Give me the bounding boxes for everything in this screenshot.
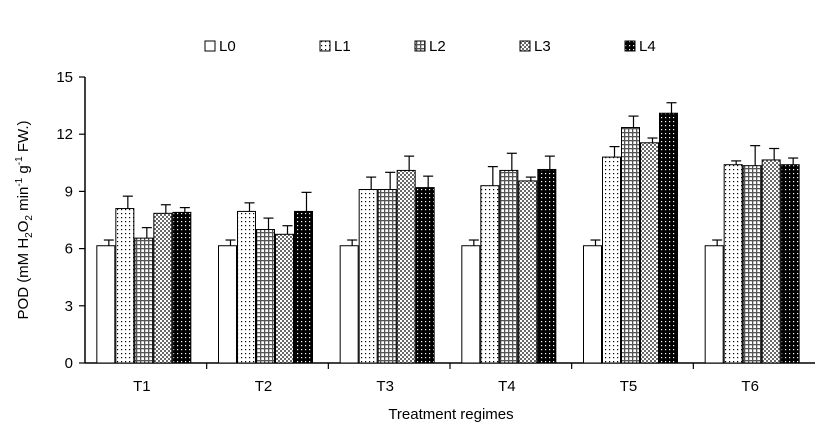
bar-L1-T6	[723, 164, 743, 364]
bar-L0-T6	[704, 245, 724, 364]
x-axis-title: Treatment regimes	[388, 406, 513, 423]
y-tick-label: 12	[56, 126, 73, 143]
bars	[96, 102, 800, 364]
bar-L1-T2	[237, 210, 256, 364]
bar-L2-T4	[499, 169, 519, 364]
bar-L0-T1	[96, 245, 116, 364]
bar-L4-T6	[780, 164, 800, 364]
bar-L4-T5	[659, 112, 678, 364]
bar-L3-T6	[761, 159, 781, 364]
bar-L4-T3	[415, 187, 435, 364]
legend-label-L0: L0	[219, 38, 236, 55]
legend: L0 L1 L2 L3 L4	[204, 38, 656, 55]
bar-L3-T2	[275, 233, 294, 364]
y-tick-label: 3	[65, 298, 73, 315]
bar-L1-T5	[602, 156, 621, 364]
bar-L4-T1	[172, 211, 192, 364]
y-axis-title: POD (mM H2O2 min-1 g-1 FW.)	[14, 121, 35, 320]
x-tick-label: T1	[133, 378, 151, 395]
y-axis-title-part: 2	[24, 232, 35, 238]
y-tick-label: 15	[56, 69, 73, 86]
bar-L3-T4	[518, 180, 538, 364]
x-tick-label: T2	[255, 378, 273, 395]
legend-label-L4: L4	[639, 38, 656, 55]
x-tick-label: T4	[498, 378, 516, 395]
y-axis-title-part: FW.)	[15, 121, 32, 157]
bar-L4-T2	[294, 210, 313, 364]
y-axis-title-part: -1	[14, 177, 25, 186]
bar-L2-T5	[621, 127, 640, 364]
y-axis-title-part: g	[15, 165, 32, 178]
legend-swatch-L2	[414, 40, 426, 52]
bar-L0-T2	[218, 245, 237, 364]
y-tick-label: 6	[65, 241, 73, 258]
bar-L2-T2	[256, 229, 275, 364]
y-tick-label: 0	[65, 355, 73, 372]
legend-label-L2: L2	[429, 38, 446, 55]
legend-swatch-L0	[204, 40, 216, 52]
bar-L2-T1	[134, 237, 154, 364]
bar-L0-T3	[339, 245, 359, 364]
bar-L3-T1	[153, 212, 173, 364]
y-tick-label: 9	[65, 183, 73, 200]
y-axis-title-part: O	[15, 221, 32, 233]
bar-L4-T4	[537, 168, 557, 364]
legend-label-L3: L3	[534, 38, 551, 55]
y-axis-title-part: min	[15, 187, 32, 215]
legend-swatch-L3	[519, 40, 531, 52]
legend-label-L1: L1	[334, 38, 351, 55]
x-tick-label: T5	[620, 378, 638, 395]
legend-swatch-L1	[319, 40, 331, 52]
legend-swatch-L4	[624, 40, 636, 52]
y-axis-title-part: -1	[14, 156, 25, 165]
axes: 0 3 6 9 12 15 T1 T2 T3 T4 T5 T6	[56, 69, 815, 395]
bar-L2-T6	[742, 165, 762, 364]
bar-L0-T4	[461, 245, 481, 364]
bar-L1-T4	[480, 185, 500, 364]
y-axis-title-part: 2	[24, 215, 35, 221]
bar-L1-T3	[358, 188, 378, 364]
x-tick-label: T6	[741, 378, 759, 395]
bar-L3-T3	[396, 169, 416, 364]
bar-L3-T5	[640, 142, 659, 364]
bar-L1-T1	[115, 208, 135, 364]
bar-L0-T5	[583, 245, 602, 364]
x-tick-label: T3	[376, 378, 394, 395]
bar-L2-T3	[377, 188, 397, 364]
y-axis-title-part: POD (mM H	[15, 238, 32, 320]
